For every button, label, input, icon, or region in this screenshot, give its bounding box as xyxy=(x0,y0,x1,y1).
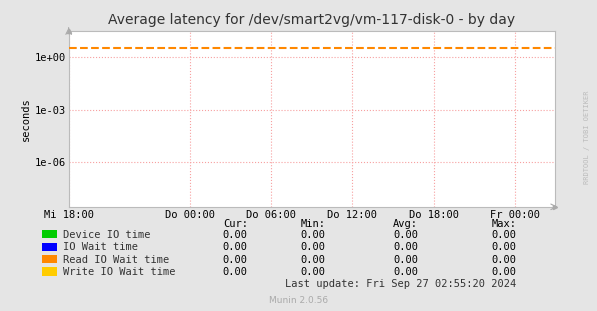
Text: 0.00: 0.00 xyxy=(393,267,418,277)
Y-axis label: seconds: seconds xyxy=(20,97,30,141)
Text: 0.00: 0.00 xyxy=(223,242,248,252)
Text: Read IO Wait time: Read IO Wait time xyxy=(63,255,169,265)
Text: Avg:: Avg: xyxy=(393,219,418,229)
Text: 0.00: 0.00 xyxy=(491,255,516,265)
Text: 0.00: 0.00 xyxy=(393,230,418,240)
Text: IO Wait time: IO Wait time xyxy=(63,242,138,252)
Text: 0.00: 0.00 xyxy=(300,230,325,240)
Text: 0.00: 0.00 xyxy=(300,255,325,265)
Text: 0.00: 0.00 xyxy=(300,242,325,252)
Text: 0.00: 0.00 xyxy=(223,255,248,265)
Title: Average latency for /dev/smart2vg/vm-117-disk-0 - by day: Average latency for /dev/smart2vg/vm-117… xyxy=(109,13,515,27)
Text: RRDTOOL / TOBI OETIKER: RRDTOOL / TOBI OETIKER xyxy=(584,90,590,183)
Text: Write IO Wait time: Write IO Wait time xyxy=(63,267,175,277)
Text: 0.00: 0.00 xyxy=(491,230,516,240)
Text: 0.00: 0.00 xyxy=(393,255,418,265)
Text: Munin 2.0.56: Munin 2.0.56 xyxy=(269,296,328,305)
Text: Cur:: Cur: xyxy=(223,219,248,229)
Text: Min:: Min: xyxy=(300,219,325,229)
Text: Max:: Max: xyxy=(491,219,516,229)
Text: 0.00: 0.00 xyxy=(300,267,325,277)
Text: 0.00: 0.00 xyxy=(491,267,516,277)
Text: 0.00: 0.00 xyxy=(491,242,516,252)
Text: 0.00: 0.00 xyxy=(223,230,248,240)
Text: Last update: Fri Sep 27 02:55:20 2024: Last update: Fri Sep 27 02:55:20 2024 xyxy=(285,279,516,289)
Text: Device IO time: Device IO time xyxy=(63,230,150,240)
Text: 0.00: 0.00 xyxy=(393,242,418,252)
Text: 0.00: 0.00 xyxy=(223,267,248,277)
